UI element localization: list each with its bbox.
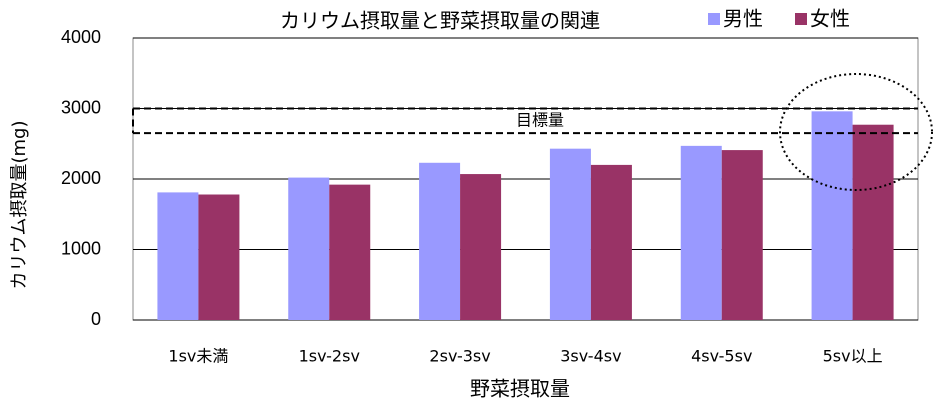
bar bbox=[852, 124, 894, 320]
x-tick-label: 5sv以上 bbox=[823, 347, 883, 366]
x-tick-label: 3sv-4sv bbox=[560, 347, 621, 366]
bar bbox=[329, 184, 371, 320]
x-tick-label: 2sv-3sv bbox=[429, 347, 490, 366]
bar bbox=[419, 162, 461, 320]
bar bbox=[157, 192, 199, 320]
y-tick-label: 4000 bbox=[61, 27, 101, 47]
highlight-ellipse bbox=[779, 73, 933, 191]
y-tick-label: 2000 bbox=[61, 168, 101, 188]
bar bbox=[460, 174, 502, 320]
bar bbox=[549, 148, 591, 320]
bar bbox=[680, 145, 722, 320]
x-tick-label: 1sv-2sv bbox=[299, 347, 360, 366]
target-label: 目標量 bbox=[516, 110, 564, 129]
x-axis-title: 野菜摂取量 bbox=[470, 377, 570, 401]
x-tick-label: 4sv-5sv bbox=[691, 347, 752, 366]
y-tick-label: 0 bbox=[91, 309, 101, 329]
x-tick-label: 1sv未満 bbox=[168, 347, 228, 366]
bar bbox=[590, 164, 632, 320]
legend-swatch bbox=[795, 13, 807, 25]
chart-title: カリウム摂取量と野菜摂取量の関連 bbox=[280, 9, 600, 33]
bar bbox=[721, 150, 763, 320]
legend-label: 女性 bbox=[810, 7, 850, 31]
bar bbox=[198, 194, 240, 320]
legend-label: 男性 bbox=[723, 7, 763, 31]
y-axis-title: カリウム摂取量(mg) bbox=[9, 120, 30, 289]
y-tick-label: 1000 bbox=[61, 238, 101, 258]
bar bbox=[288, 177, 330, 320]
legend-swatch bbox=[708, 13, 720, 25]
bar bbox=[811, 111, 853, 320]
y-tick-label: 3000 bbox=[61, 97, 101, 117]
